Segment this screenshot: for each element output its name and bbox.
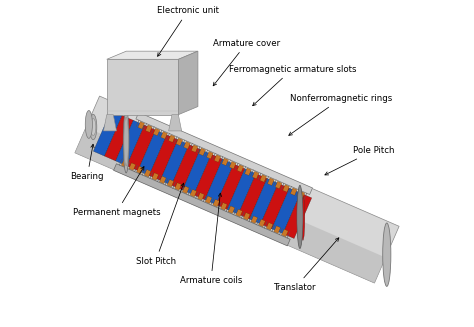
Polygon shape	[191, 145, 198, 152]
Polygon shape	[283, 185, 290, 192]
Polygon shape	[267, 178, 274, 185]
Ellipse shape	[301, 196, 305, 240]
Polygon shape	[144, 169, 151, 177]
Polygon shape	[107, 51, 198, 59]
Ellipse shape	[297, 185, 303, 249]
Polygon shape	[291, 188, 297, 196]
Polygon shape	[213, 199, 219, 207]
Text: Slot Pitch: Slot Pitch	[136, 183, 184, 266]
Polygon shape	[178, 51, 198, 115]
Polygon shape	[238, 174, 267, 219]
Polygon shape	[220, 203, 227, 210]
Polygon shape	[190, 189, 197, 197]
Polygon shape	[176, 138, 182, 146]
Polygon shape	[222, 158, 228, 165]
Polygon shape	[261, 183, 290, 229]
Polygon shape	[266, 222, 273, 230]
Polygon shape	[137, 166, 143, 174]
Polygon shape	[199, 148, 206, 156]
Polygon shape	[103, 115, 117, 131]
Polygon shape	[237, 165, 244, 172]
Text: Armature cover: Armature cover	[213, 39, 280, 86]
Polygon shape	[260, 175, 266, 182]
Polygon shape	[228, 206, 235, 214]
Polygon shape	[283, 193, 312, 238]
Polygon shape	[236, 209, 242, 217]
Polygon shape	[161, 131, 167, 139]
Polygon shape	[105, 115, 133, 161]
Polygon shape	[160, 176, 166, 183]
Polygon shape	[229, 162, 236, 169]
Polygon shape	[298, 191, 305, 199]
Polygon shape	[116, 120, 145, 166]
Polygon shape	[182, 149, 211, 195]
Polygon shape	[152, 173, 159, 180]
Text: Translator: Translator	[274, 238, 339, 292]
Polygon shape	[168, 135, 175, 142]
Ellipse shape	[123, 110, 129, 173]
Polygon shape	[75, 96, 399, 283]
Polygon shape	[175, 183, 182, 190]
Text: Permanent magnets: Permanent magnets	[73, 167, 160, 217]
Polygon shape	[121, 160, 128, 167]
Polygon shape	[198, 193, 204, 200]
Text: Electronic unit: Electronic unit	[157, 6, 219, 56]
Polygon shape	[182, 186, 189, 194]
Polygon shape	[275, 181, 282, 189]
Polygon shape	[259, 219, 265, 227]
Text: Pole Pitch: Pole Pitch	[325, 146, 394, 175]
Polygon shape	[114, 164, 290, 246]
Polygon shape	[75, 127, 385, 283]
Polygon shape	[93, 111, 122, 156]
Polygon shape	[227, 169, 256, 214]
Polygon shape	[216, 164, 245, 209]
Polygon shape	[251, 216, 258, 223]
Text: Armature coils: Armature coils	[180, 193, 242, 285]
Polygon shape	[244, 213, 250, 220]
Polygon shape	[183, 142, 190, 149]
Polygon shape	[167, 180, 174, 187]
Polygon shape	[249, 179, 278, 224]
Polygon shape	[136, 112, 312, 195]
Polygon shape	[127, 125, 155, 171]
Polygon shape	[160, 140, 189, 185]
Polygon shape	[149, 135, 178, 180]
Polygon shape	[138, 122, 145, 129]
Polygon shape	[214, 155, 221, 162]
Polygon shape	[252, 171, 259, 179]
Polygon shape	[129, 163, 136, 170]
Polygon shape	[205, 159, 234, 205]
Polygon shape	[138, 130, 167, 176]
Polygon shape	[107, 59, 178, 115]
Ellipse shape	[383, 223, 391, 286]
Text: Bearing: Bearing	[71, 144, 104, 181]
Polygon shape	[274, 226, 281, 233]
Polygon shape	[272, 188, 301, 234]
Polygon shape	[205, 196, 212, 203]
Polygon shape	[146, 125, 152, 132]
Text: Nonferromagnetic rings: Nonferromagnetic rings	[289, 94, 392, 135]
Ellipse shape	[91, 118, 96, 135]
Polygon shape	[169, 115, 182, 131]
Polygon shape	[153, 128, 160, 136]
Ellipse shape	[85, 111, 92, 138]
Polygon shape	[194, 154, 222, 200]
Polygon shape	[282, 229, 288, 237]
Ellipse shape	[90, 114, 97, 140]
Polygon shape	[207, 151, 213, 159]
Polygon shape	[245, 168, 251, 176]
Text: Ferromagnetic armature slots: Ferromagnetic armature slots	[228, 64, 356, 106]
Polygon shape	[172, 145, 200, 190]
